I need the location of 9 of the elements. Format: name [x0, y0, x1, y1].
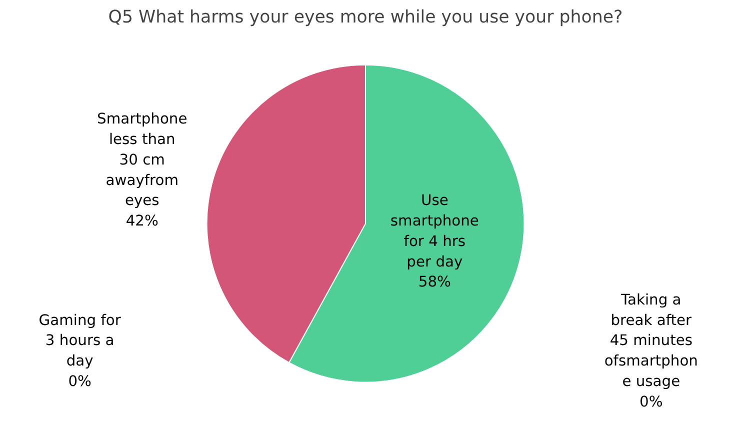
- text: 0%: [68, 373, 92, 390]
- data-label: 42%: [126, 212, 158, 230]
- category-label: Taking a break after 45 minutes ofsmartphone usage: [604, 291, 698, 390]
- text: 0%: [640, 393, 663, 410]
- chart-title: Q5 What harms your eyes more while you use your phone?: [108, 8, 623, 28]
- slice-label: Smartphone less than 30 cm awayfrom eyes: [97, 110, 188, 210]
- slice-label: Use smartphone for 4 hrs per day: [390, 192, 479, 270]
- category-label: Gaming for 3 hours a day: [38, 312, 121, 370]
- data-label: 58%: [418, 274, 452, 291]
